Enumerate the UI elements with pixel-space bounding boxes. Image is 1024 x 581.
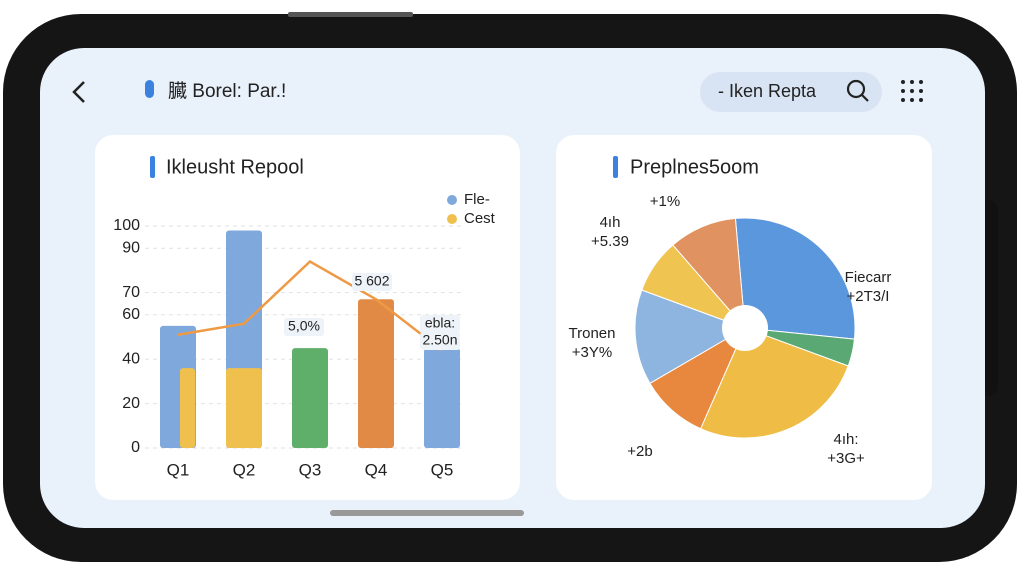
pie-slice (634, 289, 747, 385)
slice-note: +5.39 (591, 233, 629, 250)
x-tick-label: Q3 (299, 460, 322, 479)
slice-note: +1% (650, 193, 680, 210)
annotation: 5 602 (354, 273, 389, 289)
y-tick-label: 90 (122, 239, 140, 256)
slice-label: 4ıh (600, 214, 621, 231)
mic-icon (145, 80, 154, 98)
slice-label: Fiecarr (845, 269, 892, 286)
pie-hole (722, 305, 768, 351)
slice-note: +3G+ (827, 450, 865, 467)
phone-button (288, 12, 413, 17)
home-indicator (330, 510, 524, 516)
bar (292, 348, 328, 448)
y-tick-label: 0 (131, 439, 140, 456)
annotation: 5,0% (288, 318, 320, 334)
annotation-bg (352, 273, 392, 291)
x-tick-label: Q2 (233, 460, 256, 479)
legend-label: Fle- (464, 191, 490, 208)
chart-title: Preplnes5oom (630, 156, 759, 178)
bar (180, 368, 195, 448)
card-accent (613, 156, 618, 178)
line-series (177, 259, 443, 352)
annotation: 2.50n (422, 332, 457, 348)
pie-slice (734, 217, 856, 340)
search-box[interactable] (700, 72, 882, 112)
chart-title: Ikleusht Repool (166, 156, 304, 178)
slice-note: +3Y% (572, 344, 612, 361)
legend-label: Cest (464, 210, 496, 227)
x-tick-label: Q5 (431, 460, 454, 479)
slice-label: Tronen (569, 325, 616, 342)
annotation-bg (420, 332, 460, 350)
search-text: - Iken Repta (718, 81, 817, 101)
x-tick-label: Q4 (365, 460, 388, 479)
x-tick-label: Q1 (167, 460, 190, 479)
search-icon[interactable] (846, 79, 866, 99)
y-tick-label: 70 (122, 284, 140, 301)
slice-label: 4ıh: (833, 431, 858, 448)
back-button[interactable] (72, 81, 85, 103)
slice-note: +2b (627, 443, 652, 460)
card-accent (150, 156, 155, 178)
annotation-bg (420, 315, 460, 333)
legend-marker (447, 214, 457, 224)
annotation: ebla: (425, 315, 455, 331)
page-title: 臓 Borel: Par.! (168, 80, 286, 102)
y-tick-label: 60 (122, 306, 140, 323)
bar (424, 348, 460, 448)
y-tick-label: 100 (113, 217, 140, 234)
menu-icon[interactable] (901, 80, 923, 102)
slice-note: +2T3/I (847, 288, 890, 305)
annotation-bg (284, 318, 324, 336)
search-icon (861, 94, 869, 102)
y-tick-label: 40 (122, 350, 140, 367)
y-tick-label: 20 (122, 395, 140, 412)
bar (358, 299, 394, 448)
pie-slice (672, 217, 746, 330)
bar (226, 368, 262, 448)
pie-slice (699, 327, 849, 439)
legend-marker (447, 195, 457, 205)
